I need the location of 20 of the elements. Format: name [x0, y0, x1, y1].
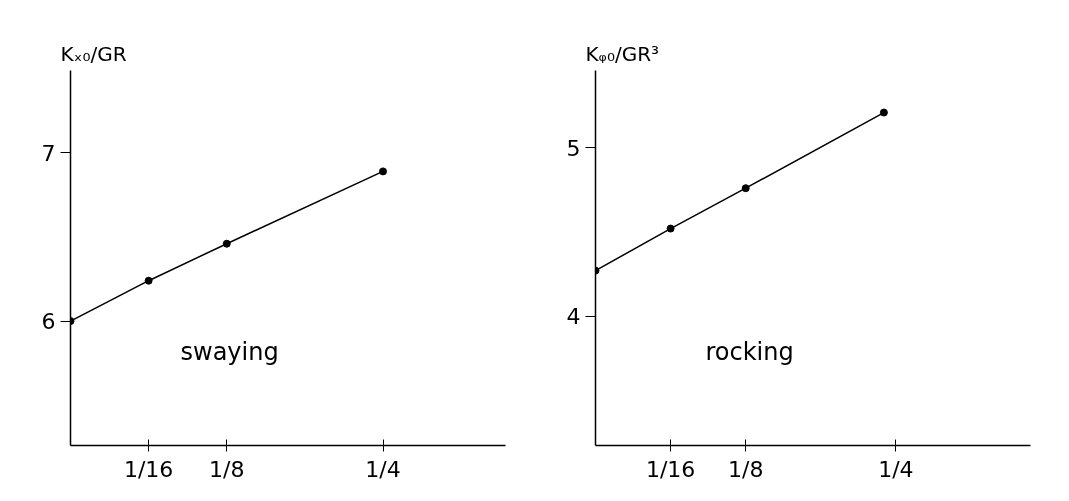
y-tick-label: 6 — [41, 309, 56, 335]
y-tick-label: 4 — [566, 304, 581, 330]
x-tick-label: 1/4 — [878, 456, 914, 482]
y-axis-title: Kᵩ₀/GR³ — [585, 41, 660, 66]
x-tick-label: 1/8 — [209, 456, 245, 482]
point — [144, 276, 153, 285]
annotation: rocking — [705, 337, 794, 366]
y-tick-label: 5 — [566, 135, 581, 161]
annotation: swaying — [180, 337, 279, 366]
point — [879, 108, 888, 117]
y-tick-label: 7 — [41, 140, 56, 166]
x-tick-label: 1/4 — [365, 456, 401, 482]
y-axis-title: Kₓ₀/GR — [60, 41, 127, 66]
point — [741, 184, 750, 193]
point — [666, 224, 675, 233]
point — [222, 239, 231, 248]
x-tick-label: 1/16 — [645, 456, 696, 482]
point — [379, 167, 387, 176]
x-tick-label: 1/8 — [728, 456, 764, 482]
x-tick-label: 1/16 — [123, 456, 174, 482]
